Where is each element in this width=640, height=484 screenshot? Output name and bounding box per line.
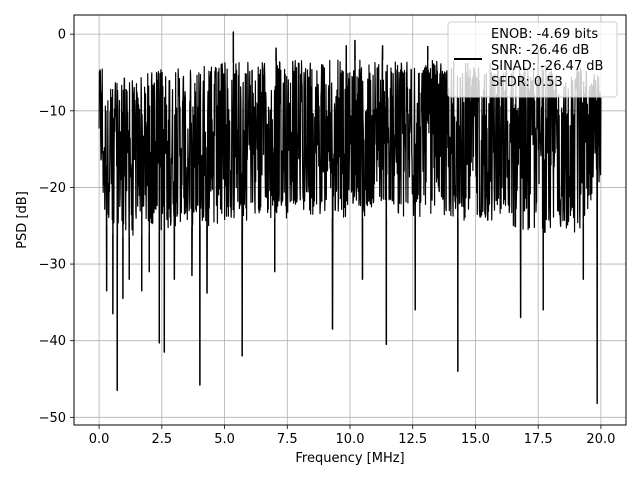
x-tick-label: 12.5 [398,432,427,447]
x-tick-label: 7.5 [277,432,298,447]
x-tick-label: 5.0 [214,432,235,447]
y-tick-label: 0 [58,28,66,43]
legend-entry-sinad: SINAD: -26.47 dB [491,59,603,74]
psd-series-line [98,31,602,405]
legend-entry-sfdr: SFDR: 0.53 [491,75,563,90]
legend-entry-enob: ENOB: -4.69 bits [491,27,598,42]
legend-entry-snr: SNR: -26.46 dB [491,43,589,58]
ticks: 0.0 2.5 5.0 7.5 10.0 12.5 15.0 17.5 20.0 0 −10 −20 −… [39,28,616,447]
x-axis-label: Frequency [MHz] [295,451,404,466]
x-tick-label: 17.5 [524,432,553,447]
x-tick-label: 15.0 [461,432,490,447]
plot-area [98,31,602,405]
y-tick-label: −10 [39,104,66,119]
y-axis-label: PSD [dB] [15,191,30,249]
legend-box [447,21,618,98]
y-tick-label: −30 [39,258,66,273]
y-tick-label: −40 [39,334,66,349]
x-tick-label: 20.0 [586,432,615,447]
x-tick-label: 10.0 [336,432,365,447]
y-tick-label: −20 [39,181,66,196]
legend: ENOB: -4.69 bits SNR: -26.46 dB SINAD: -… [447,21,618,98]
x-tick-label: 2.5 [151,432,172,447]
x-tick-label: 0.0 [89,432,110,447]
y-tick-label: −50 [39,411,66,426]
